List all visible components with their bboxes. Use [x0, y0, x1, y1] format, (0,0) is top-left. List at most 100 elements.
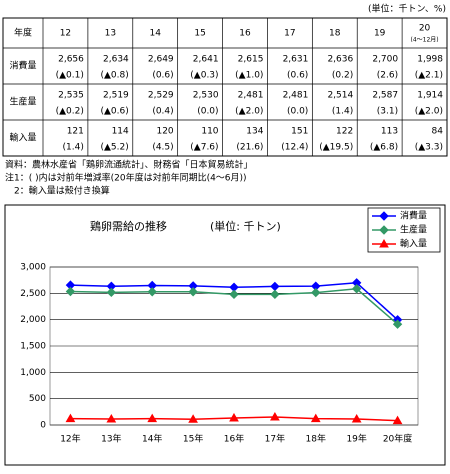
cell-value: 2,615	[238, 55, 264, 65]
cell-change: (▲0.3)	[190, 71, 218, 81]
point	[270, 289, 280, 300]
note: 注1：( )内は対前年増減率(20年度は対前年同期比(4～6月))	[5, 172, 247, 184]
point	[229, 412, 239, 422]
cell-change: (0.2)	[332, 71, 353, 81]
cell-change: (▲7.6)	[190, 143, 218, 153]
cell-value: 1,914	[417, 91, 443, 101]
point	[147, 413, 158, 423]
point	[188, 287, 198, 297]
x-tick-label: 17年	[265, 433, 285, 445]
x-tick-label: 14年	[142, 433, 162, 445]
legend-marker	[379, 211, 389, 221]
cell-value: 2,519	[103, 91, 129, 101]
point	[311, 287, 321, 298]
point	[65, 413, 76, 423]
cell-change: (▲2.0)	[415, 107, 443, 117]
cell-change: (▲19.5)	[319, 143, 353, 153]
cell-change: (0.6)	[152, 71, 173, 81]
y-tick-label: 2,000	[20, 315, 46, 325]
cell-value: 2,634	[103, 55, 129, 65]
cell-change: (0.0)	[287, 107, 308, 117]
cell-value: 2,641	[193, 55, 219, 65]
cell-value: 2,700	[372, 55, 398, 65]
column-header: 12	[60, 29, 71, 39]
cell-value: 2,529	[148, 91, 174, 101]
legend-label: 消費量	[400, 210, 427, 222]
note: 2：輸入量は殻付き換算	[5, 185, 110, 197]
cell-value: 121	[67, 127, 84, 137]
y-tick-label: 1,500	[20, 342, 46, 352]
column-header: 17	[284, 29, 295, 39]
cell-change: (1.4)	[63, 143, 84, 153]
point	[392, 319, 403, 329]
column-header: 16	[239, 29, 251, 39]
x-tick-label: 16年	[224, 433, 244, 445]
cell-change: (21.6)	[236, 143, 263, 153]
cell-change: (1.4)	[332, 107, 353, 117]
cell-change: (0.6)	[287, 71, 308, 81]
point	[392, 415, 403, 425]
point	[310, 413, 321, 423]
x-tick-label: 12年	[60, 433, 80, 445]
point	[351, 284, 362, 294]
column-header: 19	[374, 29, 386, 39]
cell-change: (4.5)	[152, 143, 173, 153]
x-tick-label: 13年	[101, 433, 121, 445]
chart-title: 鶏卵需給の推移	[90, 219, 167, 233]
cell-value: 2,530	[193, 91, 219, 101]
cell-change: (▲2.0)	[235, 107, 263, 117]
note: 資料：農林水産省「鶏卵流通統計」、財務省「日本貿易統計」	[5, 159, 253, 171]
column-note: (4～12月)	[410, 37, 438, 44]
cell-change: (12.4)	[281, 143, 308, 153]
cell-change: (▲0.1)	[56, 71, 84, 81]
cell-change: (▲2.1)	[415, 71, 443, 81]
y-tick-label: 2,500	[20, 289, 46, 299]
row-label: 輸入量	[9, 132, 36, 144]
y-tick-label: 1,000	[20, 368, 46, 378]
point	[106, 413, 117, 423]
point	[351, 414, 362, 423]
legend-label: 生産量	[400, 224, 427, 236]
cell-value: 2,649	[148, 55, 174, 65]
row-label: 生産量	[9, 96, 36, 108]
cell-change: (▲0.2)	[56, 107, 84, 117]
table-border	[2, 17, 448, 157]
point	[188, 414, 198, 423]
cell-change: (▲0.8)	[101, 71, 129, 81]
cell-change: (▲5.2)	[101, 143, 129, 153]
cell-value: 110	[201, 127, 218, 137]
cell-change: (3.1)	[377, 107, 398, 117]
cell-value: 2,535	[58, 91, 84, 101]
legend-box	[367, 207, 441, 253]
cell-change: (▲1.0)	[235, 71, 263, 81]
cell-change: (▲6.8)	[370, 143, 398, 153]
cell-value: 114	[112, 127, 129, 137]
chart-frame	[4, 204, 446, 466]
column-header: 20	[419, 24, 431, 34]
chart-subtitle: (単位: 千トン)	[210, 219, 281, 233]
x-tick-label: 19年	[346, 433, 366, 445]
column-header: 15	[194, 29, 205, 39]
x-tick-label: 20年度	[383, 433, 412, 445]
point	[106, 287, 117, 298]
column-header: 18	[329, 29, 341, 39]
y-tick-label: 3,000	[20, 263, 46, 273]
corner-header: 年度	[14, 27, 32, 39]
cell-value: 151	[291, 127, 308, 137]
cell-value: 134	[246, 127, 263, 137]
legend-marker	[379, 238, 389, 248]
cell-value: 2,656	[58, 55, 84, 65]
legend-marker	[379, 225, 389, 235]
cell-value: 2,631	[283, 55, 309, 65]
cell-value: 2,636	[327, 55, 353, 65]
y-tick-label: 0	[40, 421, 46, 431]
cell-value: 113	[381, 127, 398, 137]
cell-value: 122	[336, 127, 353, 137]
point	[65, 286, 76, 297]
point	[147, 287, 157, 297]
cell-change: (▲0.6)	[101, 107, 129, 117]
cell-value: 2,481	[238, 91, 264, 101]
unit-label: (単位：千トン、%)	[368, 3, 446, 15]
cell-value: 2,587	[372, 91, 398, 101]
